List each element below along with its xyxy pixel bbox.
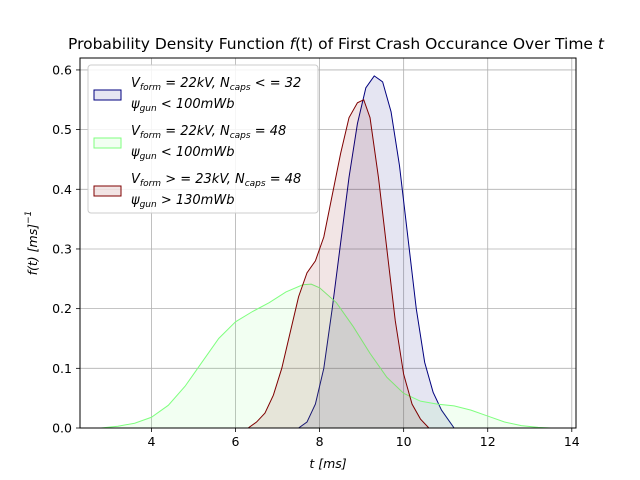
y-tick-label: 0.4 [52,182,72,197]
legend-text-part: N [220,76,230,91]
legend-swatch-2 [93,137,122,149]
legend-entry-3-line-1: Vform​ > = 23kV, Ncaps​ = 48 [131,172,301,189]
legend-text-part: V [131,172,141,187]
legend-text-part: = 22kV, [161,76,220,91]
grid [80,58,576,429]
legend-entry-2-line-1: Vform​ = 22kV, Ncaps​ = 48 [131,124,286,141]
title-variable: t [598,35,605,53]
series-line-3 [247,99,430,429]
legend-swatch-1 [93,89,122,101]
legend-text-part: N [235,172,245,187]
legend-text-part: < = 32 [251,76,302,91]
legend-subscript: form [140,131,161,141]
legend-text-part: = 48 [251,124,287,139]
x-tick-label: 12 [480,434,496,449]
y-tick-label: 0.2 [52,301,72,316]
x-tick-label: 6 [232,434,240,449]
legend-text-part: ψ [131,145,140,160]
chart-title: Probability Density Function f(t) of Fir… [68,35,605,53]
y-tick-label: 0.1 [52,361,72,376]
legend-text-part: ψ [131,97,140,112]
x-tick-label: 8 [316,434,324,449]
title-function: f [290,35,298,53]
plot-frame [79,57,577,429]
legend-swatch-3 [93,185,122,197]
series-line-1 [298,75,455,429]
legend-text-part: ψ [131,193,140,208]
y-axis-label: f(t) [ms]−1 [24,211,40,276]
labels: Probability Density Function f(t) of Fir… [24,35,605,471]
series-line-2 [100,283,551,429]
legend-subscript: caps [245,179,266,189]
legend-entry-3-line-2: ψgun​ > 130mWb [131,193,234,210]
legend-entry-2-line-2: ψgun​ < 100mWb [131,145,234,162]
series-layer [100,75,551,429]
legend-text-part: N [220,124,230,139]
title-suffix: of First Crash Occurance Over Time [313,35,598,53]
legend-box [87,64,319,214]
legend-text-part: < 100mWb [157,145,235,160]
legend-text-part: < 100mWb [157,97,235,112]
y-axis-argument: (t) [ms] [25,224,40,271]
series-area-3 [248,99,429,429]
legend-entry-1-line-2: ψgun​ < 100mWb [131,97,234,114]
x-tick-label: 14 [564,434,580,449]
y-tick-label: 0.6 [52,62,72,77]
legend-text-part: > 130mWb [157,193,235,208]
legend-entry-1-line-1: Vform​ = 22kV, Ncaps​ < = 32 [131,76,301,93]
y-axis-exponent: −1 [24,211,34,224]
series-area-1 [298,75,455,429]
legend-text-part: = 48 [266,172,302,187]
legend-text-part: > = 23kV, [161,172,235,187]
legend-subscript: gun [140,104,157,114]
legend-subscript: caps [230,131,251,141]
title-argument: (t) [295,35,313,53]
legend-subscript: form [140,83,161,93]
x-tick-label: 4 [147,434,155,449]
legend-text-part: V [131,124,141,139]
y-tick-label: 0.3 [52,241,72,256]
legend-text-part: = 22kV, [161,124,220,139]
x-axis-variable: t [309,456,315,471]
legend-subscript: gun [140,152,157,162]
legend-subscript: gun [140,200,157,210]
x-axis-unit: [ms] [314,456,347,471]
y-tick-label: 0.0 [52,421,72,436]
x-axis-label: t [ms] [309,456,346,471]
y-axis-function: f [25,269,40,275]
legend: Vform​ = 22kV, Ncaps​ < = 32 ψgun​ < 100m… [87,64,319,214]
y-tick-label: 0.5 [52,122,72,137]
ticks: 4 6 8 10 12 14 0.0 0.1 0.2 0.3 0.4 0.5 0.6 [52,62,580,449]
legend-subscript: caps [230,83,251,93]
title-prefix: Probability Density Function [68,35,290,53]
legend-subscript: form [140,179,161,189]
legend-text-part: V [131,76,141,91]
x-tick-label: 10 [396,434,412,449]
series-area-2 [101,284,551,428]
